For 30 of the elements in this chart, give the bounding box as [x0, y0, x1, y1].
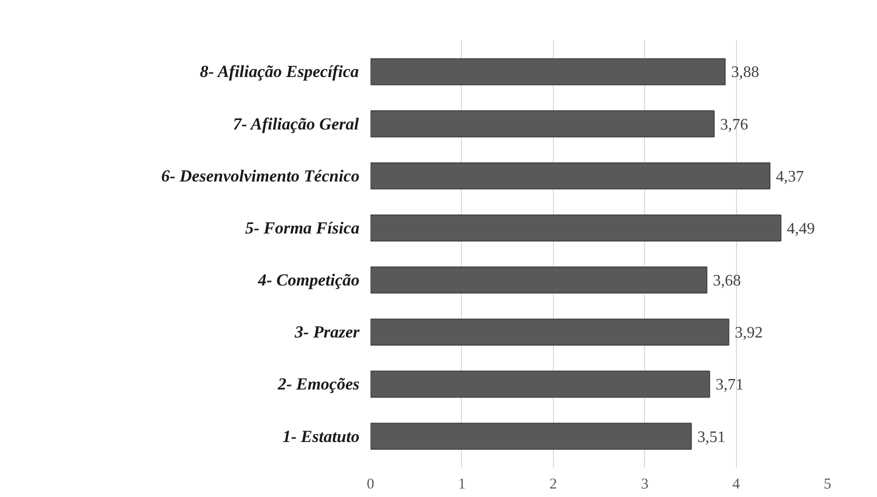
y-tick-label: 3- Prazer	[294, 322, 360, 342]
bar	[370, 214, 782, 242]
y-tick-label: 2- Emoções	[276, 374, 360, 394]
bar	[370, 58, 726, 86]
y-tick-label: 5- Forma Física	[245, 218, 360, 238]
x-tick-label: 3	[640, 476, 648, 492]
data-label: 4,37	[776, 168, 804, 186]
y-tick-label: 7- Afiliação Geral	[232, 114, 360, 134]
x-tick-label: 2	[550, 476, 558, 492]
y-tick-label: 4- Competição	[256, 270, 360, 290]
bar	[370, 370, 710, 398]
data-label: 3,51	[697, 428, 726, 446]
data-label: 3,88	[731, 64, 760, 82]
bar	[370, 318, 730, 346]
y-tick-label: 6- Desenvolvimento Técnico	[161, 166, 360, 186]
data-label: 3,68	[712, 272, 741, 290]
data-label: 3,92	[734, 324, 763, 342]
data-label: 3,71	[716, 376, 744, 394]
x-tick-label: 1	[458, 476, 466, 492]
data-label: 3,76	[720, 116, 748, 134]
x-tick-label: 4	[732, 476, 740, 492]
bar	[370, 266, 708, 294]
bar	[370, 162, 770, 190]
data-label: 4,49	[786, 220, 815, 238]
y-tick-label: 8- Afiliação Específica	[200, 62, 360, 82]
bar	[370, 110, 715, 138]
x-tick-label: 5	[824, 476, 832, 492]
y-tick-label: 1- Estatuto	[282, 426, 360, 446]
bar	[370, 422, 692, 450]
x-tick-label: 0	[366, 476, 374, 492]
